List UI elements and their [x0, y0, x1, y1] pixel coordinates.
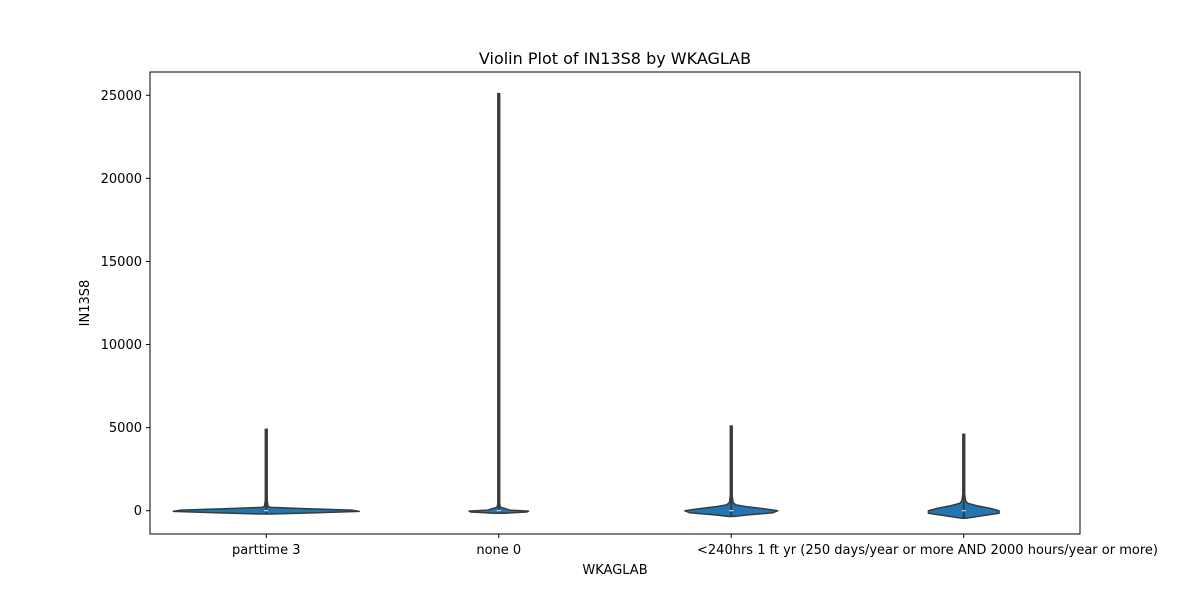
y-axis-ticks: 0 5000 10000 15000 20000 25000: [101, 89, 150, 519]
chart-title: Violin Plot of IN13S8 by WKAGLAB: [479, 49, 751, 68]
y-tick-label: 0: [134, 504, 142, 519]
x-tick-label: parttime 3: [232, 543, 300, 558]
plot-area-frame: [149, 71, 1081, 535]
y-tick-label: 25000: [101, 89, 142, 104]
y-tick-label: 5000: [109, 421, 142, 436]
y-axis-title: IN13S8: [78, 280, 93, 327]
x-tick-label: ft yr (250 days/year or more AND 2000 ho…: [770, 543, 1158, 558]
y-tick-label: 15000: [101, 255, 142, 270]
x-tick-label: <240hrs 1: [697, 543, 765, 558]
violin-group-layer: [172, 92, 1000, 519]
x-tick-label: none 0: [476, 543, 521, 558]
y-tick-label: 10000: [101, 338, 142, 353]
x-axis-title: WKAGLAB: [582, 563, 647, 578]
x-axis-ticks: parttime 3 none 0 <240hrs 1 ft yr (250 days…: [232, 534, 1158, 558]
y-tick-label: 20000: [101, 172, 142, 187]
